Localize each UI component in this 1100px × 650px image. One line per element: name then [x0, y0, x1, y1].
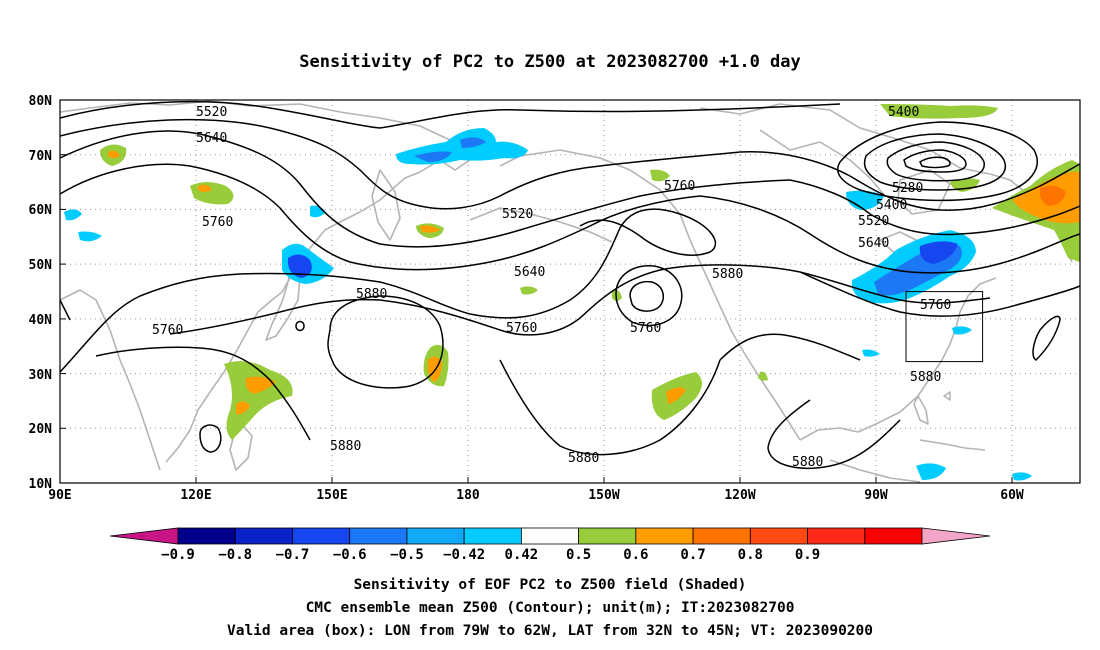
colorbar-label: 0.8	[738, 547, 763, 563]
lat-label: 50N	[29, 258, 53, 273]
colorbar-label: −0.8	[218, 547, 252, 563]
contour-label: 5400	[888, 105, 919, 120]
map-frame	[59, 99, 1081, 484]
lon-label: 120W	[724, 488, 755, 503]
z500-contours	[59, 100, 1081, 469]
latitude-labels: 80N 70N 60N 50N 40N 30N 20N 10N	[29, 94, 53, 492]
colorbar-swatch	[520, 527, 580, 545]
contour-label: 5760	[630, 321, 661, 336]
contour-labels: 5520 5640 5760 5760 5520 5640 5880 5760 …	[152, 105, 951, 470]
colorbar: −0.9 −0.8 −0.7 −0.6 −0.5 −0.42 0.42 0.5 0.6 0.7 0.…	[109, 527, 991, 563]
lat-label: 30N	[29, 368, 53, 383]
colorbar-swatch	[692, 527, 751, 545]
lon-label: 150E	[316, 488, 347, 503]
contour-label: 5760	[202, 215, 233, 230]
colorbar-label: 0.7	[680, 547, 705, 563]
contour-label: 5880	[792, 455, 823, 470]
lon-label: 90E	[48, 488, 71, 503]
contour-label: 5640	[858, 236, 889, 251]
lon-label: 150W	[588, 488, 619, 503]
colorbar-swatch	[635, 527, 694, 545]
colorbar-label: −0.42	[443, 547, 485, 563]
coastlines	[59, 100, 1073, 483]
contour-label: 5760	[664, 179, 695, 194]
colorbar-arrow-high	[921, 527, 991, 545]
contour-label: 5880	[356, 287, 387, 302]
sensitivity-shading	[64, 104, 1080, 481]
contour-label: 5760	[920, 298, 951, 313]
caption-line-1: Sensitivity of EOF PC2 to Z500 field (Sh…	[354, 577, 747, 593]
lat-label: 60N	[29, 203, 53, 218]
colorbar-swatch	[292, 527, 351, 545]
contour-label: 5760	[152, 323, 183, 338]
colorbar-label: −0.6	[333, 547, 367, 563]
contour-label: 5880	[910, 370, 941, 385]
lon-label: 60W	[1000, 488, 1024, 503]
colorbar-swatch	[463, 527, 522, 545]
contour-label: 5880	[568, 451, 599, 466]
figure-title: Sensitivity of PC2 to Z500 at 2023082700…	[299, 52, 801, 72]
contour-label: 5880	[330, 439, 361, 454]
caption-line-2: CMC ensemble mean Z500 (Contour); unit(m…	[306, 600, 795, 616]
contour-label: 5760	[506, 321, 537, 336]
contour-label: 5640	[514, 265, 545, 280]
tick-marks	[60, 99, 1013, 483]
colorbar-swatch	[234, 527, 293, 545]
longitude-labels: 90E 120E 150E 180 150W 120W 90W 60W	[48, 488, 1024, 503]
colorbar-swatch	[864, 527, 923, 545]
caption-line-3: Valid area (box): LON from 79W to 62W, L…	[227, 623, 873, 639]
lat-label: 80N	[29, 94, 53, 109]
lat-label: 40N	[29, 313, 53, 328]
colorbar-label: 0.42	[505, 547, 539, 563]
colorbar-label: 0.5	[566, 547, 591, 563]
colorbar-label: −0.5	[390, 547, 424, 563]
lat-label: 20N	[29, 422, 53, 437]
lat-label: 10N	[29, 477, 53, 492]
gridlines	[60, 100, 1080, 483]
valid-area-box	[905, 291, 984, 363]
lat-label: 70N	[29, 149, 53, 164]
lon-label: 180	[456, 488, 480, 503]
colorbar-swatch	[749, 527, 808, 545]
contour-label: 5880	[712, 267, 743, 282]
colorbar-label: 0.9	[795, 547, 820, 563]
contour-label: 5520	[502, 207, 533, 222]
lon-label: 90W	[864, 488, 888, 503]
colorbar-swatch	[807, 527, 866, 545]
contour-label: 5520	[858, 214, 889, 229]
colorbar-swatch	[349, 527, 408, 545]
colorbar-arrow-low	[109, 527, 179, 545]
colorbar-label: −0.9	[161, 547, 195, 563]
lon-label: 120E	[180, 488, 211, 503]
colorbar-swatch	[406, 527, 465, 545]
colorbar-swatch	[177, 527, 236, 545]
colorbar-label: −0.7	[276, 547, 310, 563]
contour-label: 5640	[196, 131, 227, 146]
colorbar-swatch	[578, 527, 637, 545]
contour-label: 5280	[892, 181, 923, 196]
contour-label: 5400	[876, 198, 907, 213]
colorbar-label: 0.6	[623, 547, 648, 563]
contour-label: 5520	[196, 105, 227, 120]
